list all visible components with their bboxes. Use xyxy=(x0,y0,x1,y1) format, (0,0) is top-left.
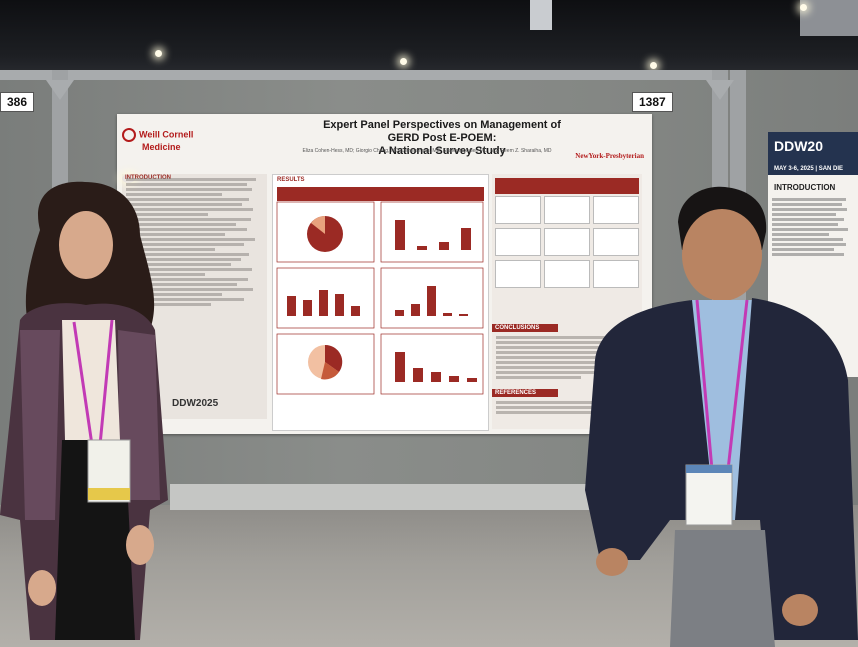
hand xyxy=(596,548,628,576)
figure-caption-banner xyxy=(277,187,484,201)
conclusions-section: CONCLUSIONS REFERENCES xyxy=(492,324,642,418)
event-dates: MAY 3-6, 2025 | SAN DIE xyxy=(768,166,858,175)
figure-panel xyxy=(380,267,484,329)
bar xyxy=(431,372,441,382)
bar xyxy=(443,313,452,316)
quote-box xyxy=(593,196,639,224)
bar xyxy=(303,300,312,316)
section-heading: REFERENCES xyxy=(492,389,558,397)
bar xyxy=(467,378,477,382)
title-line: A National Survey Study xyxy=(378,145,506,157)
weill-cornell-logo: Weill Cornell Medicine xyxy=(122,128,193,152)
hand xyxy=(28,570,56,606)
trousers xyxy=(670,530,775,647)
ceiling-light xyxy=(800,4,807,11)
research-poster: Weill Cornell Medicine Expert Panel Pers… xyxy=(117,114,652,434)
title-line: Expert Panel Perspectives on Management … xyxy=(323,119,561,144)
logo-text-line1: Weill Cornell xyxy=(139,129,194,140)
blouse xyxy=(62,320,120,440)
bar xyxy=(335,294,344,316)
booth-number: 386 xyxy=(0,92,35,112)
quote-box xyxy=(593,260,639,288)
bar xyxy=(417,246,427,250)
hand xyxy=(126,525,154,565)
ceiling-beam xyxy=(530,0,552,30)
quote-box xyxy=(544,196,590,224)
face xyxy=(59,211,113,279)
poster-figures xyxy=(276,201,484,395)
section-heading: INTRODUCTION xyxy=(774,183,836,192)
bar xyxy=(287,296,296,316)
bar xyxy=(461,228,471,250)
poster-title: Expert Panel Perspectives on Management … xyxy=(307,119,577,158)
lanyard xyxy=(72,319,114,446)
name-badge xyxy=(685,464,733,526)
section-heading: RESULTS xyxy=(277,177,305,183)
hand xyxy=(782,594,818,626)
ceiling-beam xyxy=(800,0,858,36)
poster-authors: Eliza Cohen-Hess, MD; Giorgio Cheng, MD;… xyxy=(302,148,552,154)
ceiling-light xyxy=(650,62,657,69)
bar xyxy=(395,310,404,316)
seal-icon xyxy=(122,128,136,142)
booth-frame xyxy=(0,70,720,80)
badge-stripe xyxy=(686,465,732,473)
quote-box xyxy=(495,196,541,224)
face xyxy=(682,209,762,301)
ddw-logo: DDW2025 xyxy=(172,398,219,409)
pie-slice xyxy=(311,216,325,234)
bar xyxy=(413,368,423,382)
quote-box xyxy=(544,228,590,256)
bar xyxy=(395,352,405,382)
pie-slice xyxy=(325,344,343,372)
bar xyxy=(427,286,436,316)
bar xyxy=(411,304,420,316)
ceiling-light xyxy=(400,58,407,65)
body-text xyxy=(492,397,642,418)
bar xyxy=(351,306,360,316)
logo-text-line2: Medicine xyxy=(142,142,181,152)
bar xyxy=(319,290,328,316)
ceiling xyxy=(0,0,858,80)
body-text xyxy=(768,194,858,260)
quote-box xyxy=(593,228,639,256)
ddw-logo: DDW20 xyxy=(768,132,858,166)
section-heading: CONCLUSIONS xyxy=(492,324,558,332)
nyp-logo: NewYork-Presbyterian xyxy=(575,152,644,160)
quote-box xyxy=(495,228,541,256)
figure-caption-banner xyxy=(495,178,639,194)
quote-box-grid xyxy=(495,196,639,296)
bar xyxy=(395,220,405,250)
badge-stripe xyxy=(88,488,130,500)
body-text xyxy=(122,174,267,310)
right-presenter xyxy=(585,186,858,647)
booth-number: 1387 xyxy=(632,92,673,112)
left-presenter xyxy=(0,181,168,640)
quote-box xyxy=(495,260,541,288)
body-text xyxy=(492,332,642,383)
bar xyxy=(449,376,459,382)
cardigan-pattern xyxy=(20,330,60,520)
bar xyxy=(439,242,449,250)
pie-slice xyxy=(321,362,339,380)
quote-box xyxy=(544,260,590,288)
lanyard xyxy=(695,299,749,471)
blazer xyxy=(585,300,715,560)
ceiling-light xyxy=(155,50,162,57)
bar xyxy=(459,314,468,316)
